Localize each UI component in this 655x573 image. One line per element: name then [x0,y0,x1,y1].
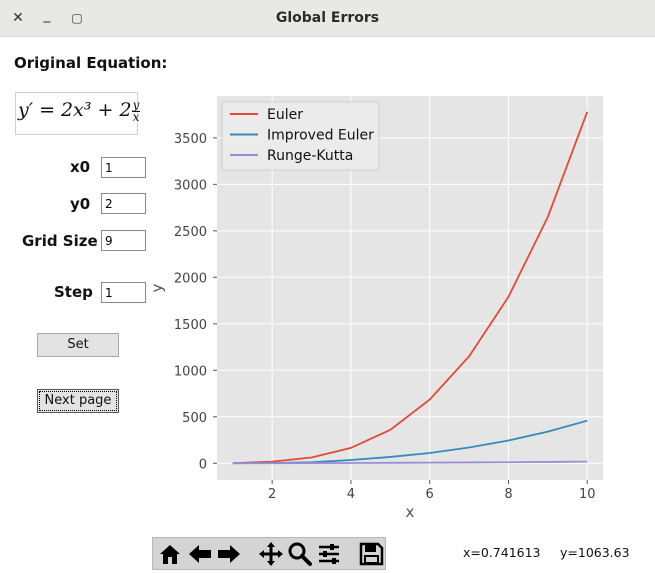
equation-numerator: y [131,97,141,112]
x-tick-label: 2 [268,487,276,502]
y-tick-label: 2000 [174,271,207,286]
maximize-icon[interactable]: ▢ [71,11,83,25]
x-tick-label: 8 [504,487,512,502]
step-input[interactable] [101,282,146,303]
legend-label: Euler [267,107,303,123]
next-page-button[interactable]: Next page [37,389,119,413]
series-lines [232,111,589,465]
home-icon[interactable] [156,541,184,567]
y0-label: y0 [70,195,91,213]
legend-label: Runge-Kutta [267,148,353,164]
x-tick-label: 10 [579,487,596,502]
x-tick-label: 4 [347,487,355,502]
y0-input[interactable] [101,193,146,214]
series-line-euler [232,111,589,465]
equation-denominator: x [132,109,140,124]
x0-input[interactable] [101,157,146,178]
legend-box [221,101,380,171]
grid-size-input[interactable] [101,230,146,251]
set-button[interactable]: Set [37,333,119,357]
x-coordinate-readout: x=0.741613 [463,545,541,560]
y-tick-label: 500 [182,411,207,426]
zoom-icon[interactable] [286,541,314,567]
y-coordinate-readout: y=1063.63 [560,545,630,560]
window-title: Global Errors [275,10,380,26]
x0-label: x0 [70,158,91,176]
title-bar: ✕ _ ▢ Global Errors [0,0,655,37]
save-icon[interactable] [357,541,385,567]
close-icon[interactable]: ✕ [12,10,24,26]
pan-icon[interactable] [257,541,285,567]
x-axis-ticks: 2 4 6 8 10 [268,480,596,502]
y-axis-label: y [150,283,166,292]
y-tick-label: 3000 [174,178,207,193]
y-tick-label: 1500 [174,318,207,333]
series-line-runge-kutta [232,460,588,465]
equation-heading: Original Equation: [14,54,168,72]
equation-lhs: y′ = 2x³ + 2 [18,99,132,121]
x-tick-label: 6 [426,487,434,502]
y-tick-label: 2500 [174,225,207,240]
minimize-icon[interactable]: _ [43,7,51,23]
y-tick-label: 0 [199,457,207,472]
navigation-toolbar [152,537,386,570]
y-axis-ticks: 0 500 1000 1500 2000 2500 3000 3500 [174,132,217,472]
chart-legend: Euler Improved Euler Runge-Kutta [221,101,380,171]
forward-arrow-icon[interactable] [215,541,243,567]
x-axis-label: x [406,503,415,521]
y-tick-label: 1000 [174,364,207,379]
grid-size-label: Grid Size [22,232,98,250]
back-arrow-icon[interactable] [186,541,214,567]
step-label: Step [54,283,93,301]
legend-label: Improved Euler [267,128,374,144]
subplots-icon[interactable] [315,541,343,567]
y-tick-label: 3500 [174,132,207,147]
